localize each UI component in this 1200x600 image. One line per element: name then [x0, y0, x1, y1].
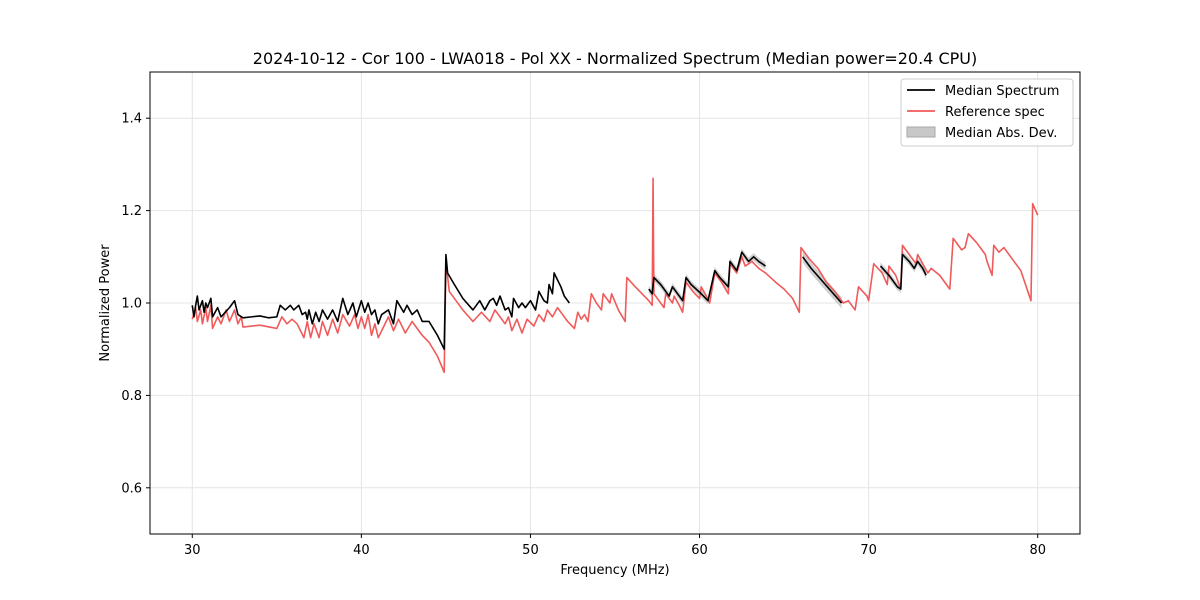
median-abs-dev-band [648, 248, 766, 305]
series-median-spectrum [191, 251, 927, 350]
legend-box [900, 78, 1074, 147]
series-layer [191, 177, 1039, 374]
series-line-segment [191, 253, 570, 350]
series-line-segment [879, 253, 927, 290]
legend-swatch-median-abs-dev [906, 126, 936, 138]
series-reference-spec [191, 177, 1039, 374]
legend: Median Spectrum Reference spec Median Ab… [900, 78, 1074, 147]
legend-label-reference-spec: Reference spec [945, 105, 1045, 120]
x-tick-label: 60 [691, 543, 708, 558]
median-abs-dev-band [880, 250, 927, 293]
series-line-segment [191, 177, 1039, 374]
y-axis: 0.6 0.8 1.0 1.2 1.4 [121, 112, 150, 496]
series-line-segment [648, 251, 766, 302]
y-tick-label: 1.0 [121, 297, 142, 312]
y-tick-label: 0.6 [121, 481, 142, 496]
x-axis-label: Frequency (MHz) [560, 563, 669, 578]
y-tick-label: 0.8 [121, 389, 142, 404]
x-tick-label: 30 [184, 543, 201, 558]
y-tick-label: 1.4 [121, 112, 142, 127]
x-tick-label: 70 [860, 543, 877, 558]
y-tick-label: 1.2 [121, 204, 142, 219]
y-axis-label: Normalized Power [98, 244, 113, 362]
x-tick-label: 80 [1029, 543, 1046, 558]
legend-label-median-spectrum: Median Spectrum [945, 84, 1059, 99]
legend-label-median-abs-dev: Median Abs. Dev. [945, 126, 1057, 141]
x-tick-label: 50 [522, 543, 539, 558]
chart-title: 2024-10-12 - Cor 100 - LWA018 - Pol XX -… [253, 49, 977, 68]
x-tick-label: 40 [353, 543, 370, 558]
x-axis: 30 40 50 60 70 80 [184, 534, 1046, 558]
series-line-segment [802, 256, 843, 304]
